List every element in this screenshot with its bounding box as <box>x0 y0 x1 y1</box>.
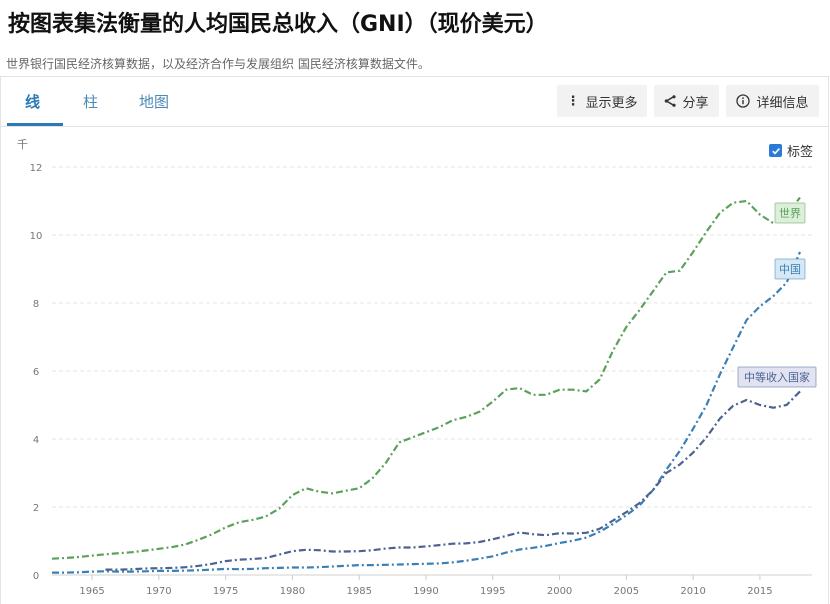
grid-lines <box>52 166 812 576</box>
x-tick-label: 1995 <box>480 586 505 597</box>
share-button[interactable]: 分享 <box>654 85 719 117</box>
active-tab-indicator <box>7 123 63 126</box>
series-label: 中国 <box>774 258 806 280</box>
x-tick-label: 1975 <box>213 586 238 597</box>
info-icon <box>736 94 751 108</box>
series-label: 中等收入国家 <box>737 366 817 388</box>
page-title: 按图表集法衡量的人均国民总收入（GNI）（现价美元） <box>8 12 548 37</box>
y-axis-ticks: 0 2 4 6 8 10 12 <box>30 163 43 582</box>
x-tick-label: 2015 <box>747 586 772 597</box>
y-tick-label: 6 <box>33 367 39 378</box>
share-icon <box>665 95 677 107</box>
x-tick-label: 1985 <box>346 586 371 597</box>
y-tick-label: 2 <box>33 503 39 514</box>
series-line[interactable] <box>51 196 801 560</box>
y-tick-label: 12 <box>30 163 43 174</box>
series-line[interactable] <box>52 251 802 574</box>
labels-toggle-label: 标签 <box>787 145 814 160</box>
share-label: 分享 <box>682 95 709 111</box>
series-label: 世界 <box>774 202 806 224</box>
labels-toggle[interactable]: 标签 <box>769 141 813 160</box>
chart-tabs: 线 柱 地图 ⋮ 显示更多 分享 详细信息 <box>1 77 828 127</box>
x-axis-ticks: 1965 1970 1975 1980 1985 1990 1995 2000 2005 2010… <box>79 575 773 597</box>
checkbox-checked-icon[interactable] <box>769 144 782 157</box>
x-tick-label: 1980 <box>280 586 305 597</box>
y-tick-label: 0 <box>33 571 39 582</box>
tab-map[interactable]: 地图 <box>139 93 170 111</box>
series-label-text: 中等收入国家 <box>744 370 810 384</box>
x-tick-label: 1965 <box>79 586 104 597</box>
details-label: 详细信息 <box>756 95 809 111</box>
show-more-label: 显示更多 <box>585 95 638 111</box>
y-tick-label: 8 <box>33 299 39 310</box>
tab-bar[interactable]: 柱 <box>83 93 99 111</box>
x-tick-label: 2005 <box>614 586 639 597</box>
x-tick-label: 1990 <box>413 586 438 597</box>
y-tick-label: 10 <box>30 231 43 242</box>
series-label-text: 世界 <box>779 207 801 220</box>
x-tick-label: 2000 <box>547 586 572 597</box>
tab-line[interactable]: 线 <box>25 93 41 111</box>
x-tick-label: 1970 <box>146 586 171 597</box>
show-more-button[interactable]: ⋮ 显示更多 <box>557 85 647 117</box>
series-lines <box>51 196 802 574</box>
y-axis-unit: 千 <box>17 138 28 151</box>
page-subtitle: 世界银行国民经济核算数据，以及经济合作与发展组织 国民经济核算数据文件。 <box>6 57 430 71</box>
x-tick-label: 2010 <box>680 586 705 597</box>
more-vertical-icon: ⋮ <box>566 93 580 109</box>
details-button[interactable]: 详细信息 <box>726 85 819 117</box>
series-line[interactable] <box>105 390 801 571</box>
chart-panel: 线 柱 地图 ⋮ 显示更多 分享 详细信息 <box>0 76 829 604</box>
series-label-text: 中国 <box>779 263 801 276</box>
y-tick-label: 4 <box>33 435 39 446</box>
